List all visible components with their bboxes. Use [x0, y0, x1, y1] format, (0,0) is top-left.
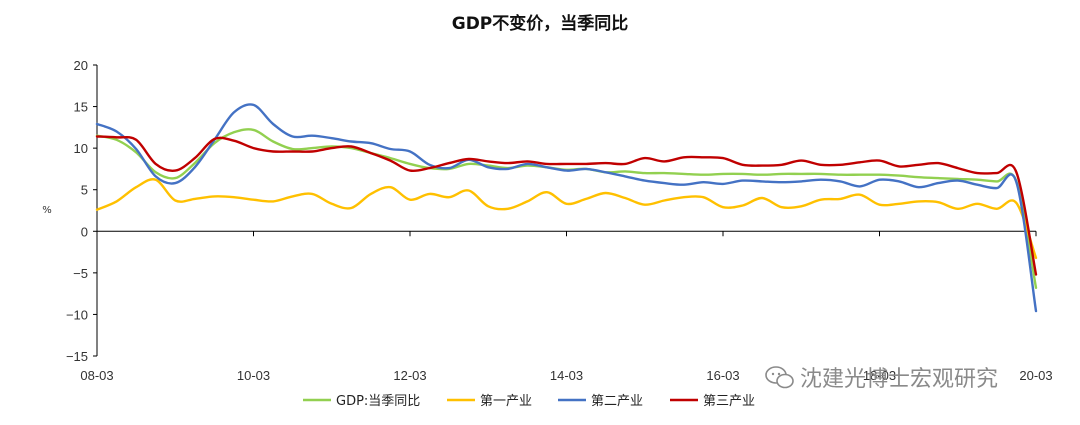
y-tick-label: 0 [81, 224, 88, 239]
x-tick-label: 10-03 [237, 368, 270, 383]
y-tick-label: 20 [74, 58, 88, 73]
x-ticks: 08-03 10-03 12-03 14-03 16-03 18-03 20-03 [80, 231, 1053, 383]
series-line-3 [95, 103, 1038, 313]
x-tick-label: 12-03 [393, 368, 426, 383]
legend-label: 第二产业 [591, 394, 643, 409]
y-axis-label: % [42, 205, 52, 216]
y-tick-label: 15 [74, 100, 88, 115]
watermark-text: 沈建光博士宏观研究 [800, 367, 998, 392]
legend-label: 第一产业 [480, 394, 532, 409]
y-tick-label: −15 [66, 349, 88, 364]
x-tick-label: 20-03 [1019, 368, 1052, 383]
x-tick-label: 08-03 [80, 368, 113, 383]
legend-label: 第三产业 [703, 394, 755, 409]
y-tick-label: 5 [81, 183, 88, 198]
series-line-1 [95, 128, 1038, 289]
x-tick-label: 18-03 [863, 368, 896, 383]
series-line-2 [95, 178, 1038, 260]
series-line-4 [95, 135, 1038, 276]
y-tick-label: 10 [74, 141, 88, 156]
y-ticks: −15 −10 −5 0 5 10 15 20 [66, 58, 97, 364]
watermark: 沈建光博士宏观研究 [765, 366, 998, 392]
chart-title: GDP不变价，当季同比 [452, 13, 629, 34]
y-tick-label: −5 [73, 266, 88, 281]
legend-label: GDP:当季同比 [336, 394, 420, 409]
x-tick-label: 16-03 [706, 368, 739, 383]
y-tick-label: −10 [66, 307, 88, 322]
series-lines [95, 103, 1038, 313]
legend: GDP:当季同比 第一产业 第二产业 第三产业 [303, 394, 755, 409]
wechat-icon [765, 366, 794, 389]
x-tick-label: 14-03 [550, 368, 583, 383]
